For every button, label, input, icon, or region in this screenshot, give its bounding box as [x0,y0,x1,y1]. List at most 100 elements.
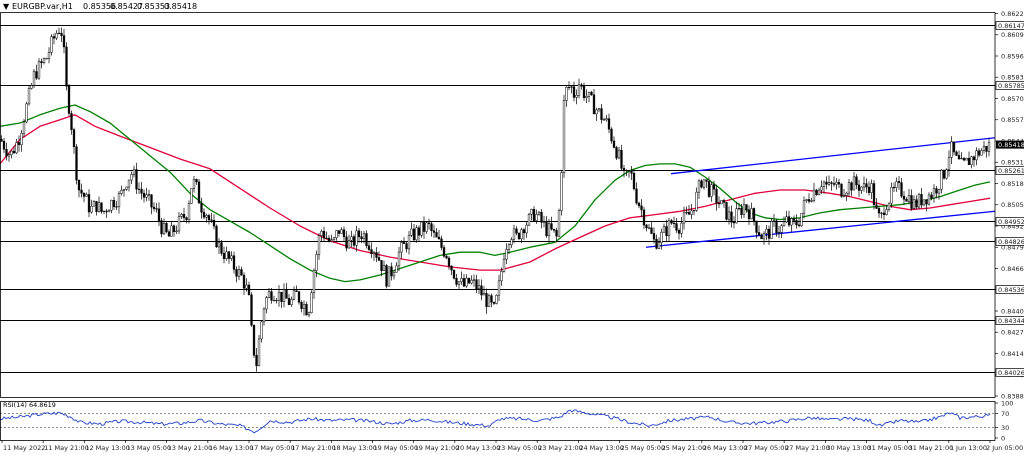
price-panel[interactable] [0,25,996,373]
candle-body [517,232,521,240]
candle [482,286,486,296]
candle-body [825,181,828,185]
candle-body [170,225,173,237]
level-label: 0.84952 [998,218,1024,226]
candle [575,89,578,105]
ohlc-high: 0.85427 [110,2,143,11]
candle [465,274,468,288]
candle [632,169,636,191]
candle-body [52,36,56,39]
candle-body [360,236,363,239]
candle-body [965,157,968,161]
candle-body [187,203,191,220]
candle-body [232,255,236,270]
candle [627,170,631,178]
candle [690,204,693,220]
candle-body [500,271,503,282]
candle-body [420,222,423,236]
candle [542,215,546,228]
candle-body [855,176,858,186]
candle-body [120,190,123,194]
candle [60,27,63,42]
candle-body [582,86,586,98]
candle [787,210,791,228]
candle-body [837,182,841,185]
rsi-panel[interactable]: RSI(14) 64.8619 100 70 30 0 [0,399,1013,442]
level-label-box [995,237,1024,246]
trend-line-lower[interactable] [645,210,996,248]
candle [237,265,241,281]
candle-body [290,299,293,305]
candle [425,221,428,235]
candle [647,224,651,230]
candle [282,283,286,308]
candle-body [615,147,618,159]
candle [945,168,948,180]
candle-body [660,231,663,243]
candle [882,207,886,221]
candle-body [920,194,923,206]
candle-body [155,208,158,210]
candle [290,296,293,307]
current-price-label: 0.85418 [998,141,1024,149]
candle [110,199,113,214]
candle-body [782,221,786,227]
candle-body [515,228,518,234]
candle-body [702,179,706,188]
candle-body [892,187,896,189]
candle-body [627,170,631,172]
candle-body [777,232,781,234]
candle-body [260,321,263,340]
candle [927,192,931,206]
candle-body [972,156,976,161]
candle-body [192,179,196,189]
candle-body [822,181,826,187]
candle-body [787,216,791,226]
candle-body [767,228,771,239]
time-tick-label: 13 May 21:00 [168,444,213,452]
candle [987,137,991,157]
candle-body [255,354,258,367]
candle [782,216,786,227]
time-tick-label: 24 May 13:00 [579,444,624,452]
candle [842,188,846,198]
candle [790,217,793,232]
candle-body [372,252,376,254]
rsi-tick-label: 70 [1001,410,1009,418]
candle-body [757,232,761,236]
candle [160,217,163,238]
candle-body [985,145,988,152]
candle [352,234,356,249]
candle [885,204,888,216]
candle [820,180,823,194]
candle-body [635,188,638,204]
candle-body [865,183,868,188]
trend-line-upper[interactable] [670,137,996,175]
ohlc-open: 0.85356 [83,2,116,11]
candle [405,241,408,253]
candle [982,140,986,154]
time-tick-label: 19 May 05:00 [374,444,419,452]
candle [777,225,781,239]
candle [692,210,696,216]
candle-body [602,119,606,121]
candle-body [830,182,833,184]
candle-body [302,304,306,309]
collapse-arrow-icon[interactable]: ▼ [3,2,10,11]
candle-body [755,220,758,233]
candle [727,206,731,225]
ma-green-line [0,104,991,283]
candle [655,234,658,250]
candle-body [230,255,233,259]
candle [235,266,238,283]
candle-body [325,237,328,239]
candle [367,241,371,252]
